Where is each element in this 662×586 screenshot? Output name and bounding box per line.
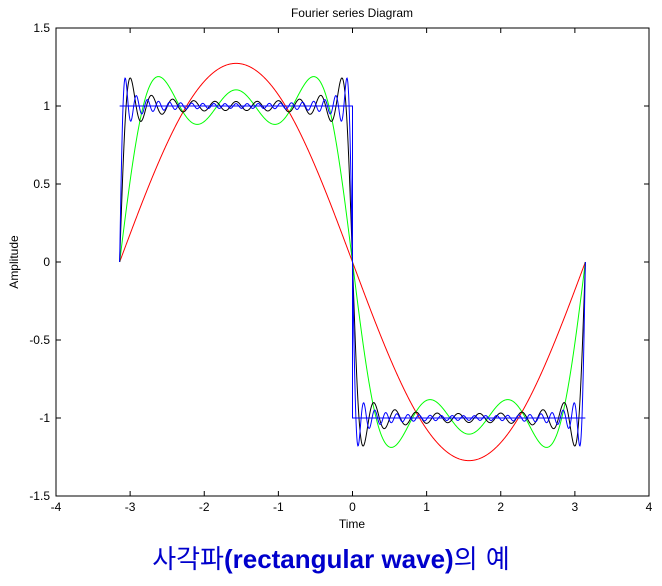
x-tick-label: 3 (572, 500, 579, 514)
x-tick-label: 0 (349, 500, 356, 514)
y-tick-label: -0.5 (29, 333, 50, 347)
tick-layer: -4 -3 -2 -1 0 1 2 3 4 -1.5 -1 -0.5 0 0.5 1 1.5 (29, 21, 652, 514)
x-tick-label: -4 (51, 500, 62, 514)
x-tick-label: 2 (497, 500, 504, 514)
x-tick-label: -2 (199, 500, 210, 514)
caption-suffix: 의 예 (453, 545, 510, 575)
x-tick-label: -1 (273, 500, 284, 514)
x-tick-label: -3 (125, 500, 136, 514)
y-tick-label: 1 (43, 99, 50, 113)
y-tick-label: 0 (43, 255, 50, 269)
x-tick-label: 4 (646, 500, 653, 514)
fourier-chart: -4 -3 -2 -1 0 1 2 3 4 -1.5 -1 -0.5 0 0.5 1 1.5 Fourier … (7, 6, 653, 531)
caption-prefix: 사각파 (152, 545, 224, 575)
y-tick-label: 1.5 (33, 21, 50, 35)
x-axis-label: Time (339, 517, 366, 531)
caption-middle: (rectangular wave) (223, 544, 454, 574)
y-tick-label: -1 (39, 411, 50, 425)
chart-title: Fourier series Diagram (291, 6, 413, 20)
figure-caption: 사각파(rectangular wave)의 예 (0, 542, 662, 578)
y-tick-label: 0.5 (33, 177, 50, 191)
y-axis-label: Amplitude (7, 235, 21, 289)
square-wave-line (119, 105, 586, 419)
series-layer (119, 62, 586, 462)
x-tick-label: 1 (423, 500, 430, 514)
y-tick-label: -1.5 (29, 489, 50, 503)
